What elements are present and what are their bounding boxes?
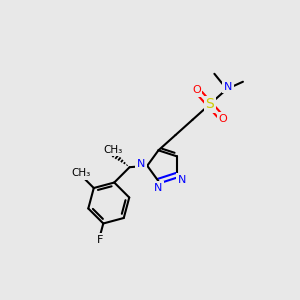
Text: O: O: [192, 85, 201, 95]
Text: CH₃: CH₃: [103, 145, 122, 154]
Text: CH₃: CH₃: [71, 168, 91, 178]
Text: O: O: [219, 114, 227, 124]
Text: N: N: [136, 159, 145, 169]
Text: N: N: [224, 82, 232, 92]
Text: S: S: [205, 98, 214, 111]
Text: F: F: [97, 235, 103, 244]
Text: N: N: [178, 175, 186, 185]
Text: N: N: [154, 183, 162, 193]
